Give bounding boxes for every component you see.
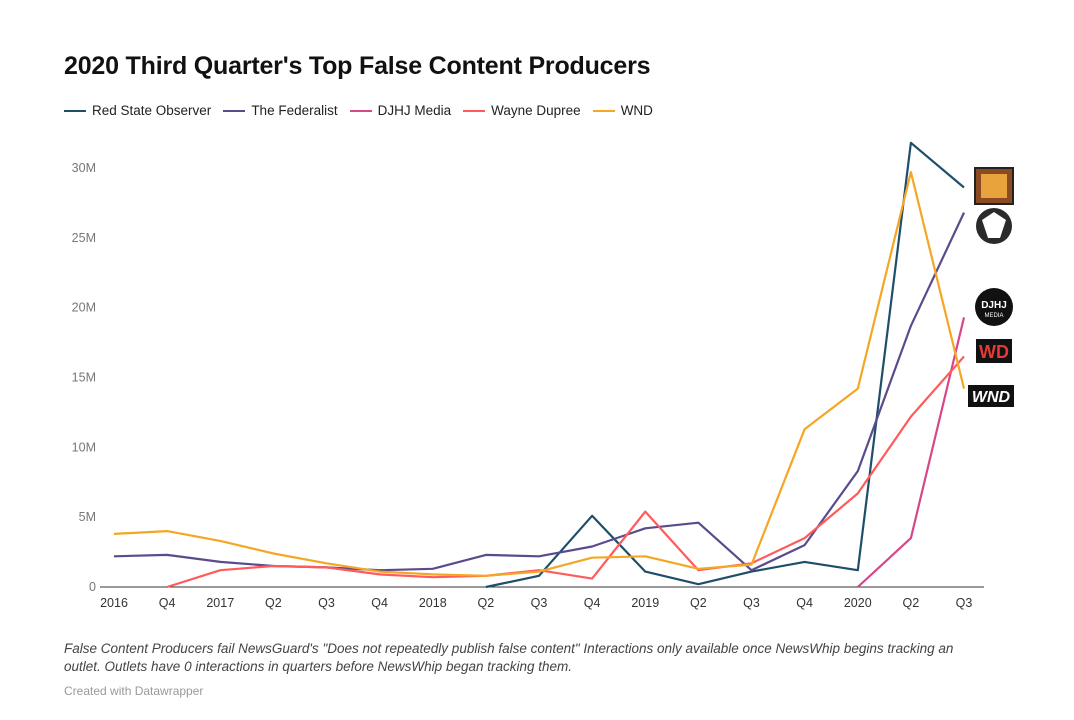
- outlet-logo-wayne-dupree: WD: [976, 339, 1012, 363]
- legend: Red State Observer The Federalist DJHJ Med…: [64, 103, 653, 118]
- x-tick-label: 2017: [206, 596, 234, 610]
- chart-title: 2020 Third Quarter's Top False Content P…: [64, 52, 651, 80]
- x-tick-label: 2020: [844, 596, 872, 610]
- x-tick-label: Q2: [690, 596, 707, 610]
- logo-box: [976, 339, 1012, 363]
- logo-inner: [981, 174, 1007, 198]
- x-tick-label: Q4: [796, 596, 813, 610]
- x-tick-label: Q4: [159, 596, 176, 610]
- logo-circle: [975, 288, 1013, 326]
- y-tick-label: 25M: [72, 231, 96, 245]
- x-tick-label: Q2: [478, 596, 495, 610]
- y-tick-label: 15M: [72, 370, 96, 384]
- logo-eagle-shape: [982, 212, 1006, 238]
- x-tick-label: 2016: [100, 596, 128, 610]
- series-line-wayne-dupree: [166, 355, 965, 589]
- legend-label: Red State Observer: [92, 103, 212, 118]
- x-tick-label: Q2: [265, 596, 282, 610]
- outlet-logo-wnd: WND: [968, 385, 1014, 407]
- series-line-red-state-observer: [485, 141, 965, 589]
- legend-label: WND: [620, 103, 653, 118]
- legend-swatch: [463, 109, 486, 112]
- legend-swatch: [349, 109, 372, 112]
- line-chart: 0 5M 10M 15M 20M 25M 30M 2016 Q4 2017 Q2 Q3 Q4 2018 Q2…: [72, 141, 1014, 610]
- outlet-logo-djhj-media: DJHJ MEDIA: [975, 288, 1013, 326]
- y-tick-label: 20M: [72, 301, 96, 315]
- x-tick-label: Q3: [318, 596, 335, 610]
- series-line-the-federalist: [113, 212, 965, 572]
- series-line-wnd: [113, 171, 966, 577]
- legend-item-wnd: WND: [592, 103, 653, 118]
- logo-subtext: MEDIA: [984, 313, 1003, 319]
- legend-item-djhj-media: DJHJ Media: [349, 103, 452, 118]
- x-tick-label: Q3: [956, 596, 973, 610]
- legend-item-the-federalist: The Federalist: [223, 103, 338, 118]
- outlet-logo-the-federalist: [976, 208, 1012, 244]
- credit-line: Created with Datawrapper: [64, 684, 204, 698]
- logo-text: WND: [972, 389, 1011, 406]
- legend-label: Wayne Dupree: [491, 103, 581, 118]
- x-tick-label: Q4: [584, 596, 601, 610]
- logo-text: WD: [979, 342, 1009, 362]
- legend-swatch: [223, 109, 246, 112]
- legend-label: The Federalist: [251, 103, 338, 118]
- series-line-djhj-media: [857, 317, 966, 588]
- legend-item-red-state-observer: Red State Observer: [64, 103, 211, 118]
- y-tick-label: 5M: [79, 510, 96, 524]
- x-tick-label: Q2: [903, 596, 920, 610]
- footnote: False Content Producers fail NewsGuard's…: [64, 641, 954, 674]
- legend-swatch: [592, 109, 615, 112]
- y-tick-label: 10M: [72, 440, 96, 454]
- outlet-logo-red-state-observer: [974, 167, 1014, 205]
- x-tick-label: Q3: [531, 596, 548, 610]
- logo-box: [968, 385, 1014, 407]
- x-tick-label: Q3: [743, 596, 760, 610]
- logo-text: DJHJ: [981, 300, 1007, 311]
- x-tick-label: 2019: [631, 596, 659, 610]
- x-tick-label: Q4: [371, 596, 388, 610]
- legend-swatch: [64, 109, 86, 112]
- x-tick-label: 2018: [419, 596, 447, 610]
- legend-item-wayne-dupree: Wayne Dupree: [463, 103, 581, 118]
- y-tick-label: 0: [89, 580, 96, 594]
- legend-label: DJHJ Media: [377, 103, 452, 118]
- y-tick-label: 30M: [72, 161, 96, 175]
